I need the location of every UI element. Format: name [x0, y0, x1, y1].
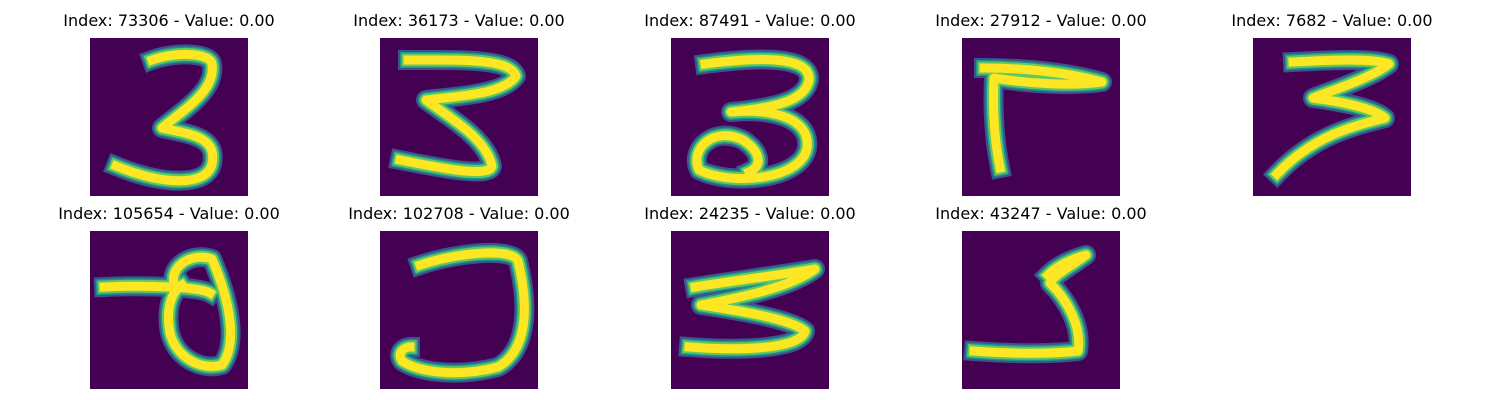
digit-image — [380, 38, 538, 196]
panel-1: Index: 73306 - Value: 0.00 — [63, 12, 275, 202]
digit-image — [380, 231, 538, 389]
panel-5: Index: 7682 - Value: 0.00 — [1231, 12, 1433, 202]
digit-image — [671, 38, 829, 196]
panel-2: Index: 36173 - Value: 0.00 — [353, 12, 565, 202]
digit-image — [1253, 38, 1411, 196]
panel-6: Index: 105654 - Value: 0.00 — [58, 205, 280, 395]
digit-image — [962, 38, 1120, 196]
panel-7: Index: 102708 - Value: 0.00 — [348, 205, 570, 395]
panel-title: Index: 73306 - Value: 0.00 — [63, 11, 275, 30]
panel-title: Index: 105654 - Value: 0.00 — [58, 204, 280, 223]
digit-image — [962, 231, 1120, 389]
panel-3: Index: 87491 - Value: 0.00 — [644, 12, 856, 202]
panel-title: Index: 7682 - Value: 0.00 — [1231, 11, 1433, 30]
digit-image — [90, 38, 248, 196]
digit-image — [90, 231, 248, 389]
digit-image — [671, 231, 829, 389]
panel-title: Index: 24235 - Value: 0.00 — [644, 204, 856, 223]
panel-title: Index: 87491 - Value: 0.00 — [644, 11, 856, 30]
panel-9: Index: 43247 - Value: 0.00 — [935, 205, 1147, 395]
panel-4: Index: 27912 - Value: 0.00 — [935, 12, 1147, 202]
panel-title: Index: 43247 - Value: 0.00 — [935, 204, 1147, 223]
panel-8: Index: 24235 - Value: 0.00 — [644, 205, 856, 395]
panel-title: Index: 102708 - Value: 0.00 — [348, 204, 570, 223]
panel-title: Index: 36173 - Value: 0.00 — [353, 11, 565, 30]
panel-title: Index: 27912 - Value: 0.00 — [935, 11, 1147, 30]
